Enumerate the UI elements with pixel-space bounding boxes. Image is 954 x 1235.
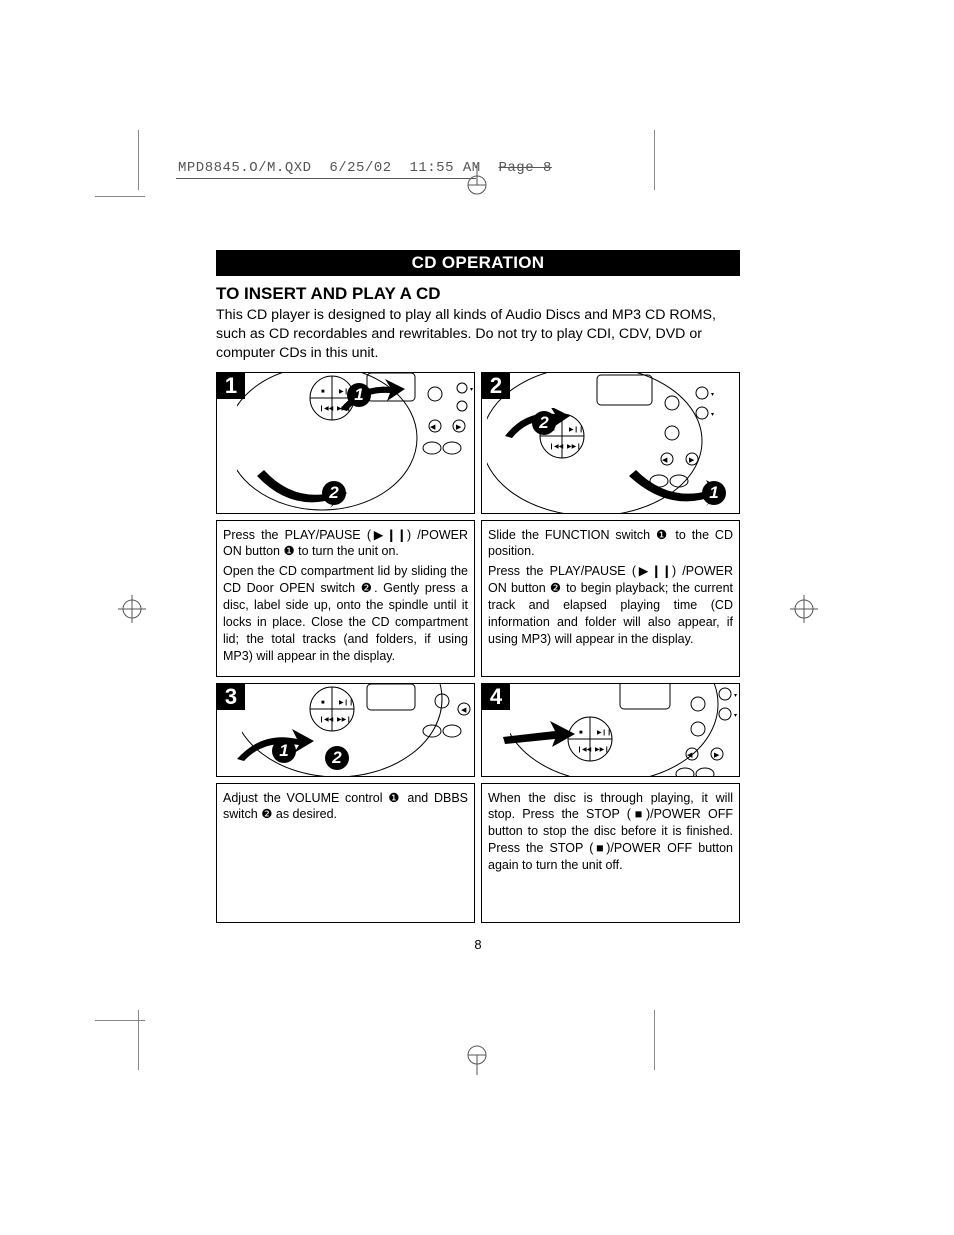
step-illustration: 2 ■▶❙❙ ❙◀◀▶▶❙ ▾ ▾ ◀ ▶ (481, 372, 740, 514)
svg-text:▶: ▶ (714, 752, 720, 759)
svg-text:▶▶❙: ▶▶❙ (595, 746, 609, 753)
svg-text:❙◀◀: ❙◀◀ (549, 443, 564, 450)
page-content: CD OPERATION TO INSERT AND PLAY A CD Thi… (216, 250, 740, 952)
svg-text:▶: ▶ (689, 457, 695, 464)
svg-text:❙◀◀: ❙◀◀ (319, 716, 334, 723)
svg-text:◀: ◀ (662, 457, 668, 464)
print-header: MPD8845.O/M.QXD 6/25/02 11:55 AM Page 8 (178, 160, 552, 176)
caption-text: Slide the FUNCTION switch ❶ to the CD po… (488, 527, 733, 561)
svg-text:◀: ◀ (687, 752, 693, 759)
svg-text:▶❙❙: ▶❙❙ (597, 729, 612, 736)
fold-mark-icon (462, 165, 492, 200)
registration-mark (790, 595, 818, 623)
svg-text:■: ■ (321, 700, 325, 706)
caption-text: When the disc is through playing, it wil… (488, 790, 733, 874)
step-number-badge: 4 (482, 684, 510, 710)
step-caption-box: Slide the FUNCTION switch ❶ to the CD po… (481, 520, 740, 677)
crop-mark (654, 130, 655, 190)
arrow-icon (500, 719, 575, 754)
crop-mark (95, 1020, 145, 1021)
svg-text:▾: ▾ (711, 412, 714, 418)
header-underline (176, 178, 476, 179)
svg-text:▶▶❙: ▶▶❙ (567, 443, 581, 450)
svg-text:▶: ▶ (456, 424, 462, 431)
callout-bubble: 1 (702, 481, 726, 505)
page-number: 8 (216, 937, 740, 952)
step-caption-box: When the disc is through playing, it wil… (481, 783, 740, 923)
crop-mark (138, 130, 139, 190)
step-illustration: 1 ■▶❙❙ ❙◀◀▶▶❙ ▾ ◀ ▶ (216, 372, 475, 514)
step-illustration: 3 ■ ▶❙❙ ❙◀◀▶▶❙ ◀ 1 2 (216, 683, 475, 777)
caption-text: Press the PLAY/PAUSE (▶❙❙) /POWER ON but… (223, 527, 468, 561)
intro-paragraph: This CD player is designed to play all k… (216, 306, 740, 364)
header-page: Page 8 (499, 160, 552, 176)
header-filename: MPD8845.O/M.QXD (178, 160, 312, 176)
svg-text:◀: ◀ (430, 424, 436, 431)
svg-text:■: ■ (579, 730, 583, 736)
callout-bubble: 2 (322, 481, 346, 505)
crop-mark (138, 1010, 139, 1070)
caption-text: Open the CD compartment lid by sliding t… (223, 563, 468, 664)
steps-grid: 1 ■▶❙❙ ❙◀◀▶▶❙ ▾ ◀ ▶ (216, 372, 740, 923)
crop-mark (654, 1010, 655, 1070)
callout-bubble: 1 (347, 383, 371, 407)
callout-bubble: 2 (532, 411, 556, 435)
header-date: 6/25/02 (329, 160, 391, 176)
svg-text:◀: ◀ (461, 707, 467, 714)
svg-text:❙◀◀: ❙◀◀ (577, 746, 592, 753)
fold-mark-icon (462, 1045, 492, 1080)
callout-bubble: 1 (272, 739, 296, 763)
subheading: TO INSERT AND PLAY A CD (216, 284, 740, 304)
svg-text:▾: ▾ (711, 392, 714, 398)
section-title-bar: CD OPERATION (216, 250, 740, 276)
svg-text:■: ■ (321, 389, 325, 395)
caption-text: Press the PLAY/PAUSE (▶❙❙) /POWER ON but… (488, 563, 733, 647)
crop-mark (95, 196, 145, 197)
caption-text: Adjust the VOLUME control ❶ and DBBS swi… (223, 790, 468, 824)
registration-mark (118, 595, 146, 623)
svg-text:▾: ▾ (470, 387, 473, 393)
svg-text:▶❙❙: ▶❙❙ (339, 699, 354, 706)
svg-text:▶▶❙: ▶▶❙ (337, 716, 351, 723)
step-number-badge: 3 (217, 684, 245, 710)
step-caption-box: Press the PLAY/PAUSE (▶❙❙) /POWER ON but… (216, 520, 475, 677)
callout-bubble: 2 (325, 746, 349, 770)
svg-text:▾: ▾ (734, 693, 737, 699)
svg-text:▾: ▾ (734, 713, 737, 719)
step-illustration: 4 ■ ▶❙❙ ❙◀◀▶▶❙ ▾ ▾ ◀ ▶ (481, 683, 740, 777)
svg-text:❙◀◀: ❙◀◀ (319, 405, 334, 412)
svg-text:▶❙❙: ▶❙❙ (569, 426, 584, 433)
step-caption-box: Adjust the VOLUME control ❶ and DBBS swi… (216, 783, 475, 923)
